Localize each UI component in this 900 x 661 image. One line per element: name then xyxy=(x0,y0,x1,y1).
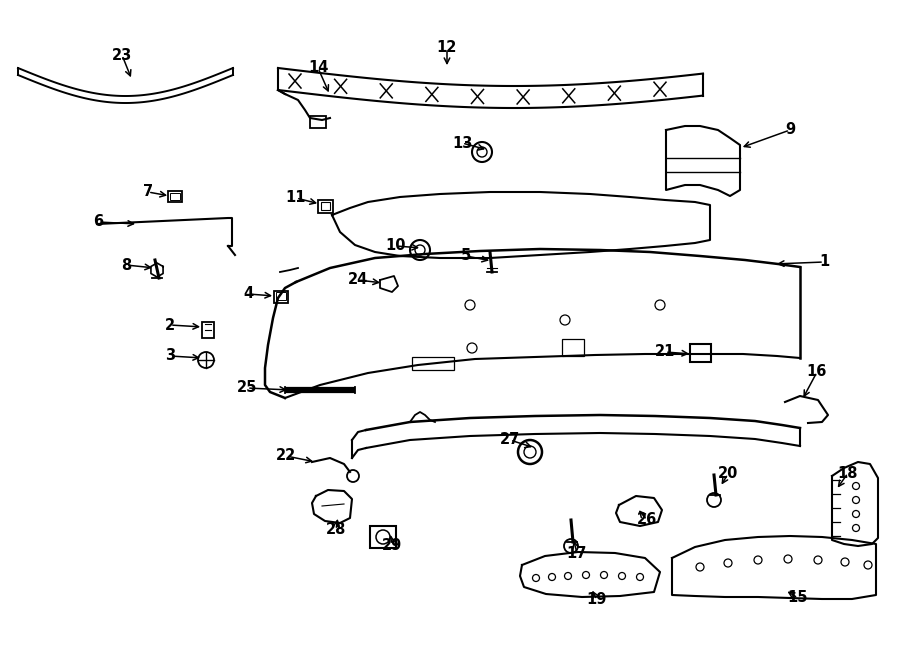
Bar xyxy=(202,322,214,338)
Bar xyxy=(276,292,286,300)
Text: 10: 10 xyxy=(386,239,406,254)
Text: 19: 19 xyxy=(587,592,608,607)
Text: 16: 16 xyxy=(806,364,827,379)
Bar xyxy=(562,339,584,356)
Bar xyxy=(321,202,330,210)
Text: 22: 22 xyxy=(276,449,296,463)
Text: 24: 24 xyxy=(348,272,368,288)
Text: 9: 9 xyxy=(785,122,795,137)
Text: 7: 7 xyxy=(143,184,153,200)
Text: 17: 17 xyxy=(567,545,587,561)
Text: 15: 15 xyxy=(788,590,808,605)
Text: 1: 1 xyxy=(819,254,829,270)
Text: 20: 20 xyxy=(718,467,738,481)
Text: 27: 27 xyxy=(500,432,520,447)
Text: 28: 28 xyxy=(326,522,346,537)
Text: 6: 6 xyxy=(93,215,104,229)
Text: 29: 29 xyxy=(382,537,402,553)
Bar xyxy=(690,344,711,362)
Bar xyxy=(168,191,182,202)
Text: 18: 18 xyxy=(838,465,859,481)
Text: 21: 21 xyxy=(655,344,675,360)
Text: 8: 8 xyxy=(121,258,131,272)
Bar xyxy=(318,200,333,213)
Bar xyxy=(170,193,180,200)
Text: 3: 3 xyxy=(165,348,176,364)
Text: 14: 14 xyxy=(308,61,328,75)
Text: 2: 2 xyxy=(165,317,176,332)
Bar xyxy=(274,291,288,303)
Bar xyxy=(370,526,396,548)
Text: 23: 23 xyxy=(112,48,132,63)
Text: 26: 26 xyxy=(637,512,657,527)
Text: 12: 12 xyxy=(436,40,457,56)
Text: 4: 4 xyxy=(243,286,253,301)
Bar xyxy=(412,357,454,370)
Text: 25: 25 xyxy=(237,381,257,395)
Text: 11: 11 xyxy=(286,190,306,206)
Text: 13: 13 xyxy=(452,136,472,151)
Text: 5: 5 xyxy=(461,249,471,264)
Bar xyxy=(310,116,326,128)
